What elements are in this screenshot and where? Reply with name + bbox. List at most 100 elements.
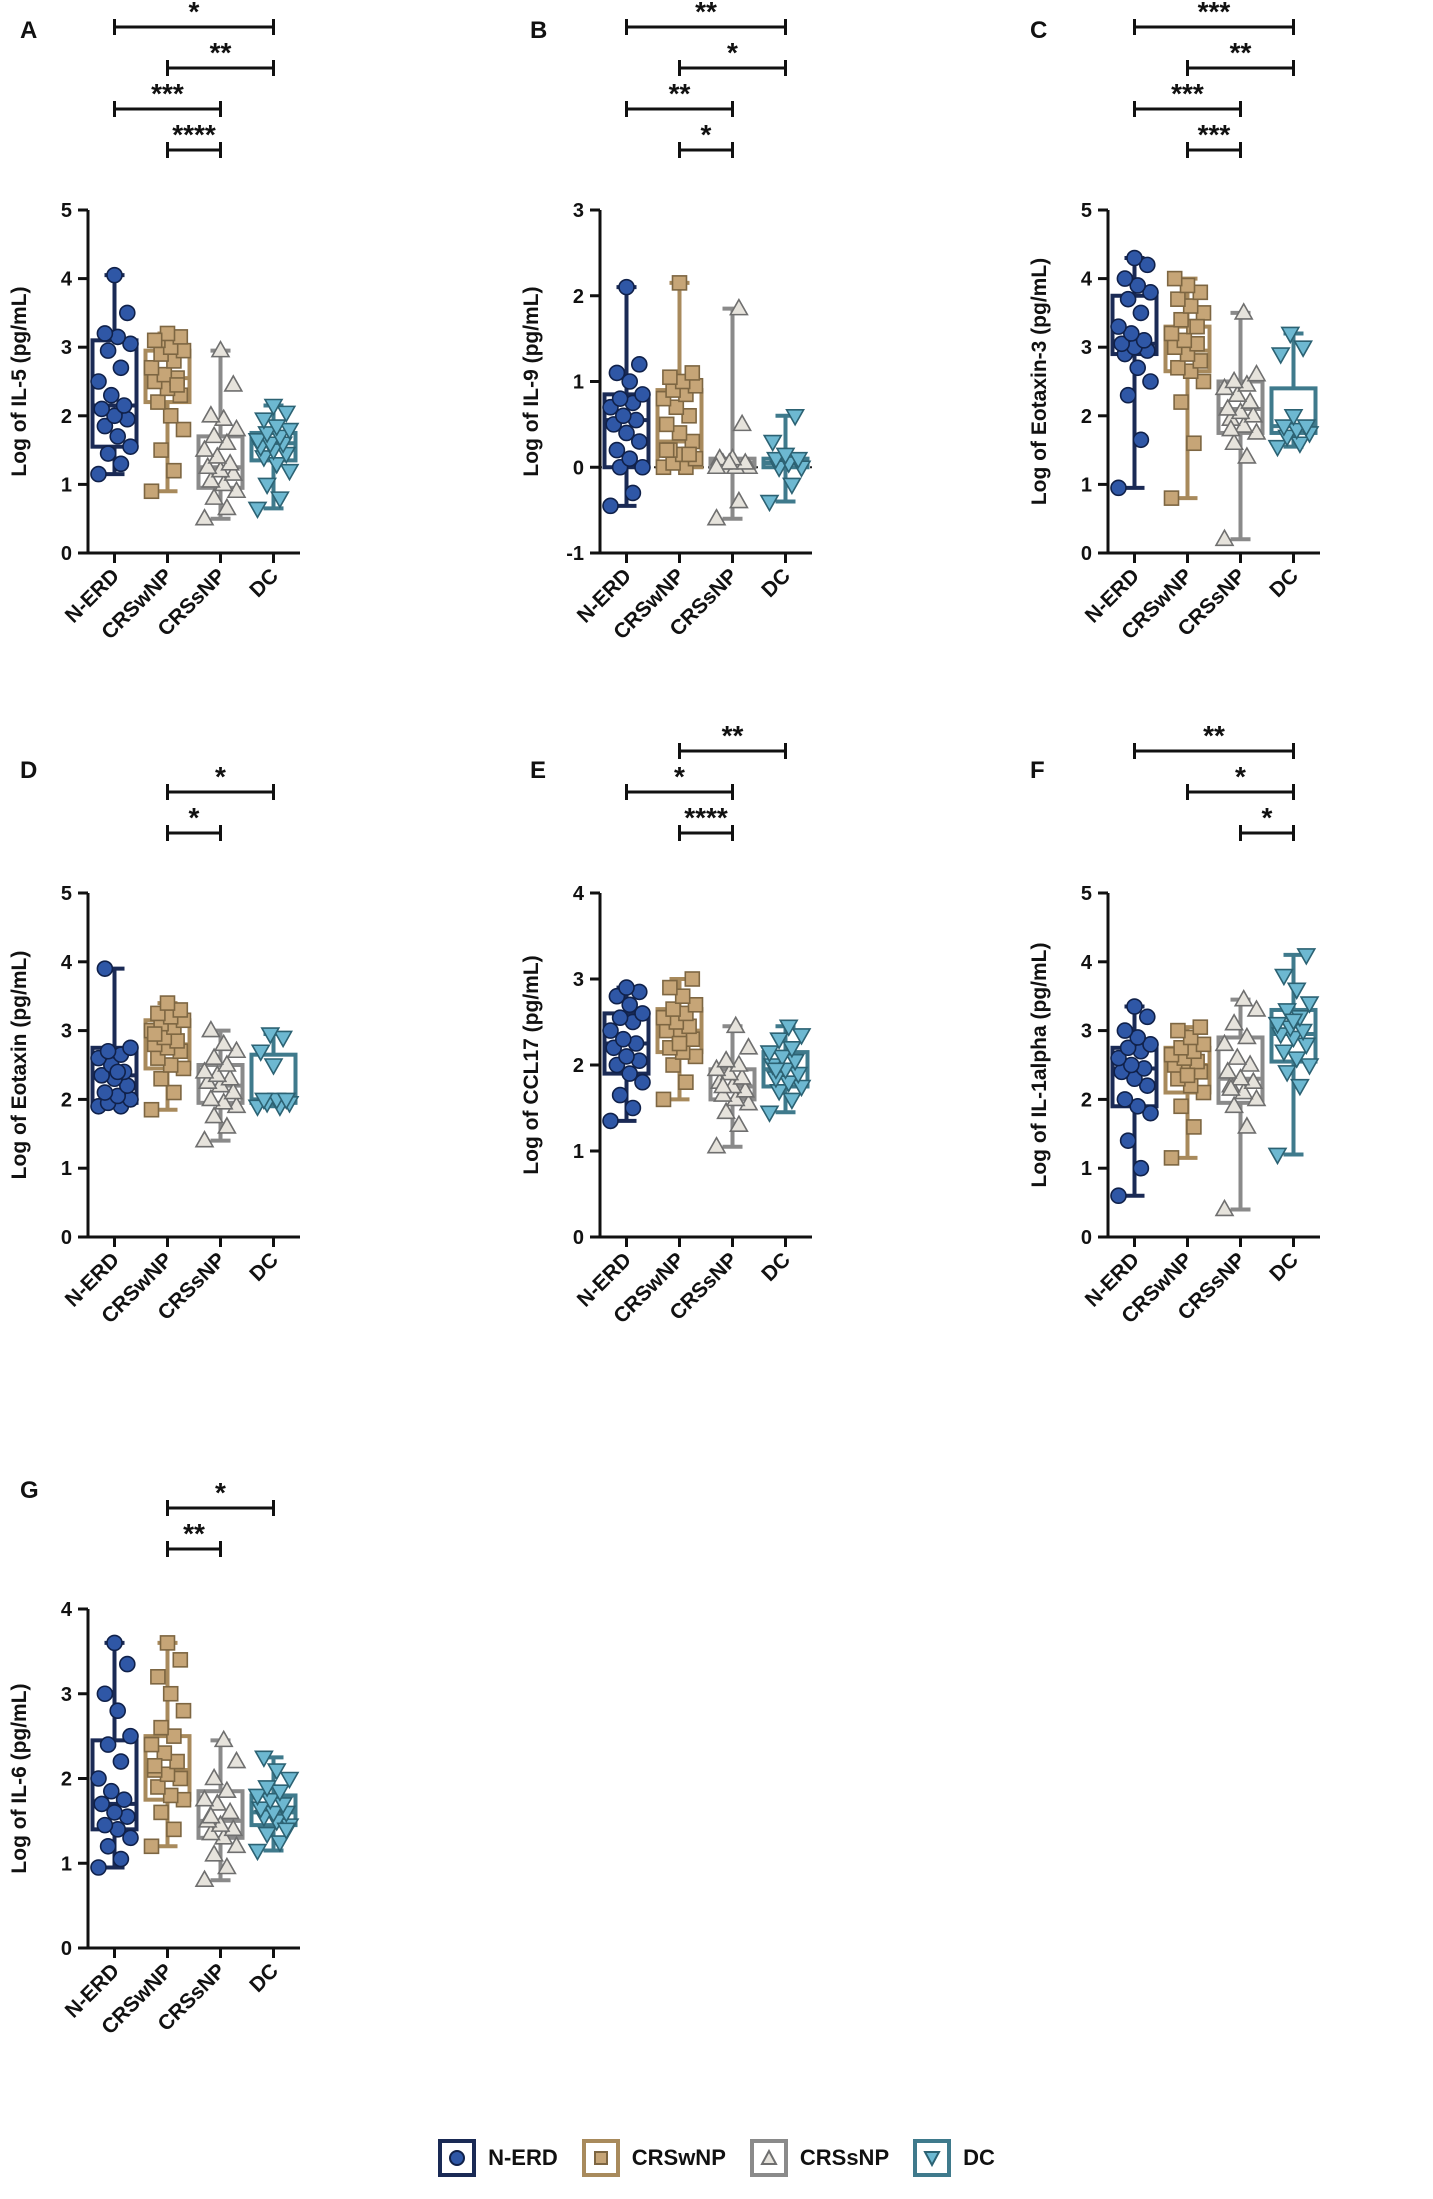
data-point [204, 487, 224, 505]
data-point [194, 1869, 215, 1887]
y-tick-label: 1 [1081, 474, 1092, 496]
y-tick-label: 1 [573, 372, 584, 394]
data-point [204, 1047, 224, 1065]
y-tick-label: 2 [1081, 406, 1092, 428]
data-point [1293, 340, 1313, 358]
data-point [1214, 528, 1235, 547]
data-point [143, 483, 160, 500]
data-point [103, 1782, 120, 1800]
y-tick-label: 5 [61, 883, 72, 905]
data-point [162, 1787, 179, 1804]
data-point [106, 266, 123, 284]
data-point [257, 1826, 277, 1845]
data-point [1296, 1037, 1317, 1055]
y-tick-label: 3 [1081, 1021, 1092, 1043]
y-tick-label: 0 [61, 543, 72, 565]
data-point [1192, 1019, 1209, 1035]
panel-letter: D [20, 757, 37, 784]
data-point [166, 462, 182, 479]
data-point [1189, 318, 1205, 335]
data-point [729, 490, 749, 509]
significance-stars: ** [210, 37, 232, 68]
data-point [762, 434, 783, 453]
data-point [270, 1784, 290, 1802]
data-point [1214, 1198, 1235, 1217]
data-point [1233, 989, 1254, 1007]
data-point [172, 329, 189, 345]
data-point [630, 433, 648, 450]
y-tick-label: 2 [61, 1769, 72, 1791]
data-point [621, 996, 639, 1014]
y-tick-label: 2 [61, 1089, 72, 1111]
significance-stars: * [189, 802, 200, 833]
y-axis-label: Log of IL-5 (pg/mL) [8, 286, 31, 476]
data-point [1123, 1056, 1140, 1074]
data-point [1173, 311, 1189, 328]
significance-stars: * [727, 37, 738, 68]
y-tick-label: 3 [1081, 337, 1092, 359]
data-point [143, 1101, 160, 1118]
data-point [172, 1002, 189, 1018]
data-point [201, 1822, 221, 1841]
data-point [624, 1099, 642, 1117]
data-point [1246, 364, 1267, 382]
panel-letter: C [1030, 17, 1047, 44]
data-point [1192, 353, 1209, 369]
data-point [1299, 996, 1320, 1014]
data-point [1139, 1077, 1156, 1094]
data-point [109, 1063, 126, 1081]
data-point [194, 1789, 215, 1807]
data-point [775, 447, 796, 466]
data-point [217, 1116, 237, 1134]
data-point [166, 1084, 182, 1101]
data-point [671, 1035, 688, 1052]
data-point [96, 960, 114, 977]
data-point [719, 452, 740, 470]
data-point [273, 1797, 293, 1815]
data-point [166, 1821, 182, 1838]
data-point [276, 405, 297, 423]
data-point [1237, 1026, 1257, 1045]
data-point [1132, 304, 1150, 322]
y-tick-label: 2 [573, 286, 584, 308]
y-tick-label: 0 [61, 1227, 72, 1249]
significance-stars: ** [1230, 37, 1252, 68]
significance-stars: * [674, 761, 685, 792]
data-point [226, 418, 247, 437]
data-point [96, 417, 114, 435]
data-point [150, 394, 166, 410]
legend-item-crswnp: CRSwNP [581, 2139, 726, 2177]
data-point [266, 1763, 287, 1781]
data-point [115, 1791, 133, 1808]
y-tick-label: 5 [61, 200, 72, 222]
data-point [1224, 1095, 1244, 1114]
data-point [706, 508, 727, 526]
data-point [226, 1835, 247, 1854]
significance-stars: ** [183, 1518, 205, 1549]
data-point [674, 988, 691, 1005]
significance-stars: *** [1198, 0, 1231, 27]
y-tick-label: 0 [61, 1938, 72, 1960]
data-point [1129, 1029, 1146, 1046]
data-point [226, 1750, 247, 1769]
data-point [99, 1042, 117, 1060]
data-point [90, 1859, 107, 1876]
data-point [621, 450, 639, 467]
significance-stars: *** [1198, 119, 1231, 150]
data-point [201, 470, 221, 488]
data-point [687, 1048, 704, 1065]
data-point [1132, 431, 1150, 449]
data-point [1142, 284, 1159, 301]
data-point [250, 1044, 271, 1062]
data-point [1286, 982, 1307, 1000]
data-point [159, 1635, 176, 1651]
data-point [618, 979, 635, 996]
data-point [260, 1027, 281, 1045]
data-point [713, 1075, 733, 1094]
data-point [681, 407, 697, 424]
data-point [791, 1028, 812, 1046]
